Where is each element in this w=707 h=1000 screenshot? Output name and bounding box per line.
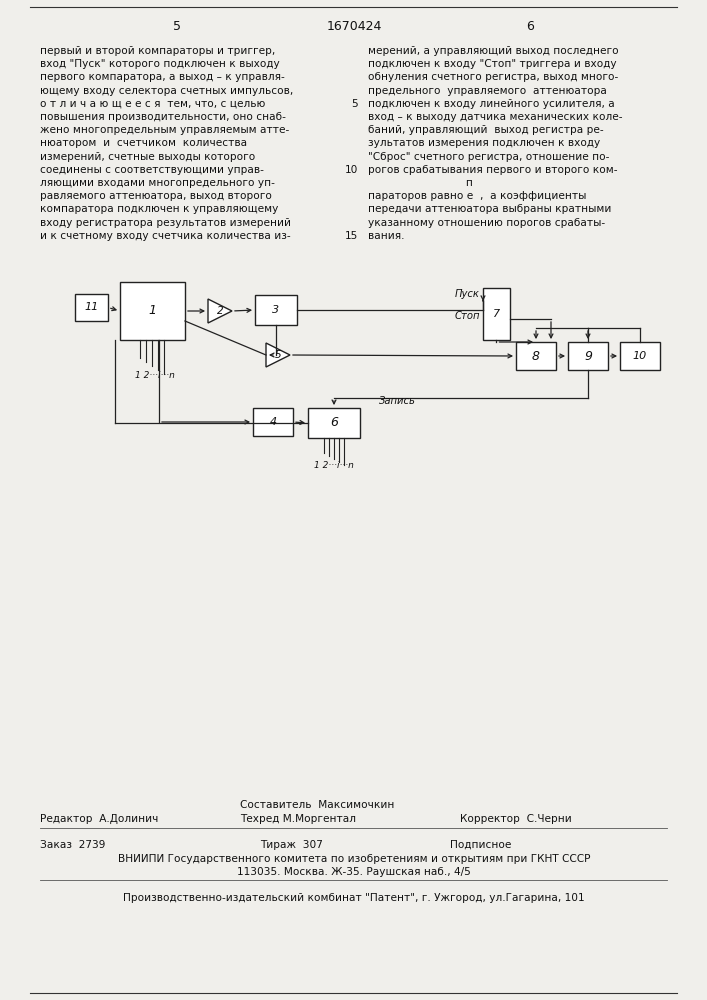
Bar [255,295,297,325]
Text: 7: 7 [493,309,500,319]
Text: ляющими входами многопредельного уп-: ляющими входами многопредельного уп- [40,178,275,188]
Text: равляемого аттенюатора, выход второго: равляемого аттенюатора, выход второго [40,191,272,201]
Text: Подписное: Подписное [450,840,511,850]
Text: 1: 1 [148,304,156,318]
Text: вход – к выходу датчика механических коле-: вход – к выходу датчика механических кол… [368,112,622,122]
Text: передачи аттенюатора выбраны кратными: передачи аттенюатора выбраны кратными [368,204,612,214]
Text: 6: 6 [330,416,338,430]
Text: Производственно-издательский комбинат "Патент", г. Ужгород, ул.Гагарина, 101: Производственно-издательский комбинат "П… [123,893,585,903]
Bar [253,408,293,436]
Text: первого компаратора, а выход – к управля-: первого компаратора, а выход – к управля… [40,72,285,82]
Text: 15: 15 [345,231,358,241]
Bar [308,408,360,438]
Text: входу регистратора результатов измерений: входу регистратора результатов измерений [40,218,291,228]
Text: 5: 5 [173,20,181,33]
Text: указанному отношению порогов срабаты-: указанному отношению порогов срабаты- [368,218,605,228]
Polygon shape [208,299,232,323]
Text: 1 2···i···n: 1 2···i···n [134,371,175,380]
Text: 9: 9 [584,350,592,362]
Text: обнуления счетного регистра, выход много-: обнуления счетного регистра, выход много… [368,72,618,82]
Text: параторов равно е  ,  а коэффициенты: параторов равно е , а коэффициенты [368,191,586,201]
Text: 113035. Москва. Ж-35. Раушская наб., 4/5: 113035. Москва. Ж-35. Раушская наб., 4/5 [237,867,471,877]
Bar [483,288,510,340]
Text: 2: 2 [216,306,223,316]
Bar [516,342,556,370]
Text: вход "Пуск" которого подключен к выходу: вход "Пуск" которого подключен к выходу [40,59,280,69]
Text: Редактор  А.Долинич: Редактор А.Долинич [40,814,158,824]
Text: первый и второй компараторы и триггер,: первый и второй компараторы и триггер, [40,46,275,56]
Text: Техред М.Моргентал: Техред М.Моргентал [240,814,356,824]
Text: Пуск: Пуск [455,289,480,299]
Text: ВНИИПИ Государственного комитета по изобретениям и открытиям при ГКНТ СССР: ВНИИПИ Государственного комитета по изоб… [118,854,590,864]
Text: зультатов измерения подключен к входу: зультатов измерения подключен к входу [368,138,600,148]
Text: повышения производительности, оно снаб-: повышения производительности, оно снаб- [40,112,286,122]
Text: мерений, а управляющий выход последнего: мерений, а управляющий выход последнего [368,46,619,56]
Text: о т л и ч а ю щ е е с я  тем, что, с целью: о т л и ч а ю щ е е с я тем, что, с цель… [40,99,265,109]
Text: Тираж  307: Тираж 307 [260,840,323,850]
Text: 6: 6 [526,20,534,33]
Bar [75,294,108,321]
Text: 10: 10 [344,165,358,175]
Bar [120,282,185,340]
Bar [620,342,660,370]
Text: "Сброс" счетного регистра, отношение по-: "Сброс" счетного регистра, отношение по- [368,152,609,162]
Text: 5: 5 [351,99,358,109]
Text: компаратора подключен к управляющему: компаратора подключен к управляющему [40,204,279,214]
Text: нюатором  и  счетчиком  количества: нюатором и счетчиком количества [40,138,247,148]
Text: вания.: вания. [368,231,404,241]
Text: 11: 11 [84,302,98,312]
Text: 5: 5 [275,350,281,360]
Text: 4: 4 [269,417,276,427]
Text: Составитель  Максимочкин: Составитель Максимочкин [240,800,395,810]
Text: 1 2···i···n: 1 2···i···n [314,462,354,471]
Text: соединены с соответствующими управ-: соединены с соответствующими управ- [40,165,264,175]
Text: жено многопредельным управляемым атте-: жено многопредельным управляемым атте- [40,125,289,135]
Text: Стоп: Стоп [455,311,480,321]
Text: баний, управляющий  выход регистра ре-: баний, управляющий выход регистра ре- [368,125,604,135]
Text: подключен к входу "Стоп" триггера и входу: подключен к входу "Стоп" триггера и вход… [368,59,617,69]
Text: ющему входу селектора счетных импульсов,: ющему входу селектора счетных импульсов, [40,86,293,96]
Text: 8: 8 [532,350,540,362]
Text: 1670424: 1670424 [327,20,382,33]
Text: 10: 10 [633,351,647,361]
Text: Корректор  С.Черни: Корректор С.Черни [460,814,572,824]
Text: 3: 3 [272,305,279,315]
Bar [568,342,608,370]
Text: измерений, счетные выходы которого: измерений, счетные выходы которого [40,152,255,162]
Text: рогов срабатывания первого и второго ком-: рогов срабатывания первого и второго ком… [368,165,617,175]
Text: и к счетному входу счетчика количества из-: и к счетному входу счетчика количества и… [40,231,291,241]
Text: подключен к входу линейного усилителя, а: подключен к входу линейного усилителя, а [368,99,615,109]
Text: Запись: Запись [379,396,416,406]
Polygon shape [266,343,290,367]
Text: п: п [368,178,473,188]
Text: Заказ  2739: Заказ 2739 [40,840,105,850]
Text: предельного  управляемого  аттенюатора: предельного управляемого аттенюатора [368,86,607,96]
